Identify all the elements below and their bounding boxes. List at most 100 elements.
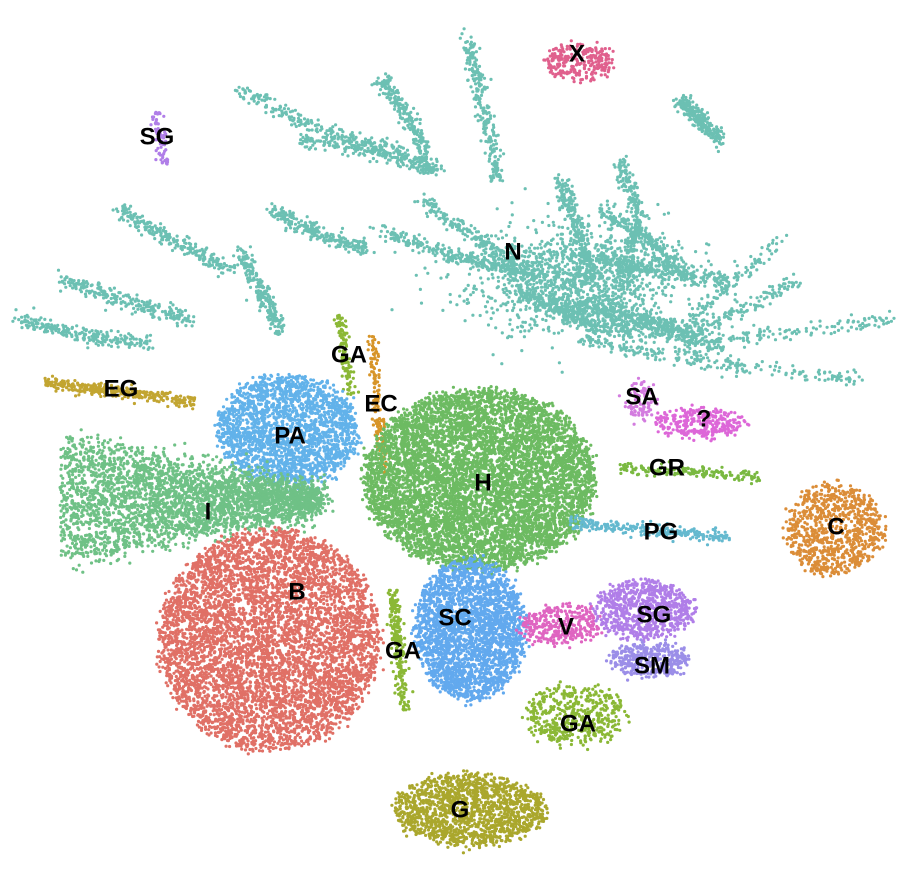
cell-point-0-4369 bbox=[852, 383, 855, 386]
cell-point-0-220 bbox=[284, 104, 287, 107]
cell-point-0-196 bbox=[242, 97, 245, 100]
cell-point-0-1121 bbox=[212, 261, 215, 264]
cell-point-0-4115 bbox=[640, 327, 643, 330]
cell-point-0-3970 bbox=[753, 303, 756, 306]
cell-point-0-2117 bbox=[30, 321, 33, 324]
cell-point-0-2008 bbox=[146, 334, 149, 337]
cell-point-0-670 bbox=[466, 40, 469, 43]
cell-point-0-3506 bbox=[721, 348, 724, 351]
cell-point-0-682 bbox=[496, 166, 499, 169]
cell-point-0-1951 bbox=[20, 316, 23, 319]
cell-point-0-3020 bbox=[623, 275, 626, 278]
cell-point-0-410 bbox=[381, 80, 384, 83]
cell-point-0-1021 bbox=[129, 205, 132, 208]
cell-point-0-1379 bbox=[309, 221, 312, 224]
cell-point-0-2308 bbox=[402, 239, 405, 242]
cell-point-0-4915 bbox=[607, 217, 610, 220]
cell-point-0-4717 bbox=[685, 109, 688, 112]
cell-point-0-4477 bbox=[699, 354, 702, 357]
cell-point-0-4450 bbox=[793, 370, 796, 373]
cell-point-0-4857 bbox=[622, 225, 625, 228]
cell-point-0-1392 bbox=[312, 222, 315, 225]
cell-point-0-2021 bbox=[145, 339, 148, 342]
cell-point-0-1027 bbox=[129, 211, 132, 214]
cell-point-0-1153 bbox=[141, 215, 144, 218]
cell-point-0-3592 bbox=[775, 242, 778, 245]
cell-point-0-4251 bbox=[777, 370, 780, 373]
cell-point-0-1126 bbox=[192, 251, 195, 254]
cell-point-0-1774 bbox=[171, 303, 174, 306]
cell-point-0-2053 bbox=[62, 334, 65, 337]
cell-point-0-2301 bbox=[421, 243, 424, 246]
cell-point-0-688 bbox=[463, 27, 466, 30]
cell-point-0-1362 bbox=[273, 205, 276, 208]
cell-point-0-3942 bbox=[718, 322, 721, 325]
cell-point-0-3901 bbox=[717, 327, 720, 330]
cell-point-0-942 bbox=[440, 167, 443, 170]
cell-point-0-1163 bbox=[217, 275, 220, 278]
cell-point-0-3041 bbox=[639, 221, 642, 224]
cell-point-0-3302 bbox=[699, 281, 702, 284]
cell-point-0-2588 bbox=[478, 244, 481, 247]
cell-point-0-1813 bbox=[127, 302, 130, 305]
cell-point-0-332 bbox=[384, 72, 387, 75]
cell-point-0-4216 bbox=[690, 330, 693, 333]
cell-point-0-4129 bbox=[768, 330, 771, 333]
cell-point-0-4887 bbox=[668, 260, 671, 263]
cell-point-0-4929 bbox=[677, 263, 680, 266]
cell-point-0-4570 bbox=[697, 127, 700, 130]
cell-point-0-2123 bbox=[116, 338, 119, 341]
cell-point-0-187 bbox=[406, 149, 409, 152]
cell-point-0-1785 bbox=[192, 315, 195, 318]
cell-point-0-1200 bbox=[300, 219, 303, 222]
cell-point-0-4049 bbox=[822, 331, 825, 334]
cell-point-0-4708 bbox=[709, 136, 712, 139]
cell-point-0-3737 bbox=[752, 265, 755, 268]
cell-point-0-2351 bbox=[442, 244, 445, 247]
cell-point-0-2114 bbox=[130, 341, 133, 344]
cell-point-0-4005 bbox=[745, 302, 748, 305]
cell-point-0-1832 bbox=[152, 310, 155, 313]
cell-point-0-937 bbox=[365, 150, 368, 153]
cell-point-0-2100 bbox=[46, 330, 49, 333]
cell-point-0-840 bbox=[431, 171, 434, 174]
cell-point-0-1867 bbox=[192, 320, 195, 323]
cell-point-0-2096 bbox=[110, 340, 113, 343]
cell-point-0-2328 bbox=[480, 253, 483, 256]
cell-point-0-4108 bbox=[698, 350, 701, 353]
cell-point-0-3263 bbox=[708, 275, 711, 278]
cell-point-0-4828 bbox=[638, 228, 641, 231]
cell-point-0-216 bbox=[257, 97, 260, 100]
cell-point-0-2064 bbox=[56, 324, 59, 327]
cell-point-0-992 bbox=[216, 257, 219, 260]
cell-point-0-1052 bbox=[146, 222, 149, 225]
cell-point-0-698 bbox=[468, 61, 471, 64]
cell-point-0-4390 bbox=[674, 346, 677, 349]
cell-point-0-3018 bbox=[619, 174, 622, 177]
cell-point-0-3013 bbox=[644, 215, 647, 218]
cell-point-0-1597 bbox=[272, 307, 275, 310]
cell-point-0-2417 bbox=[442, 212, 445, 215]
cell-point-0-168 bbox=[263, 95, 266, 98]
cell-point-0-4203 bbox=[617, 334, 620, 337]
cell-point-0-1128 bbox=[176, 239, 179, 242]
cell-point-0-4698 bbox=[712, 128, 715, 131]
cell-point-0-4022 bbox=[743, 346, 746, 349]
cell-point-0-4684 bbox=[703, 119, 706, 122]
cell-point-0-1817 bbox=[161, 310, 164, 313]
cell-point-0-1587 bbox=[262, 286, 265, 289]
cell-point-0-4330 bbox=[637, 351, 640, 354]
cell-point-0-2934 bbox=[619, 159, 622, 162]
cell-point-0-400 bbox=[393, 105, 396, 108]
cell-point-0-2806 bbox=[556, 181, 559, 184]
cell-point-0-2299 bbox=[386, 230, 389, 233]
cell-point-0-1346 bbox=[274, 208, 277, 211]
cell-point-0-4360 bbox=[600, 342, 603, 345]
cell-point-0-4609 bbox=[688, 118, 691, 121]
cell-point-0-1142 bbox=[118, 218, 121, 221]
cell-point-0-2564 bbox=[442, 222, 445, 225]
cell-point-0-212 bbox=[274, 108, 277, 111]
cell-point-0-1275 bbox=[276, 218, 279, 221]
cell-point-0-438 bbox=[410, 122, 413, 125]
cell-point-0-1327 bbox=[325, 236, 328, 239]
